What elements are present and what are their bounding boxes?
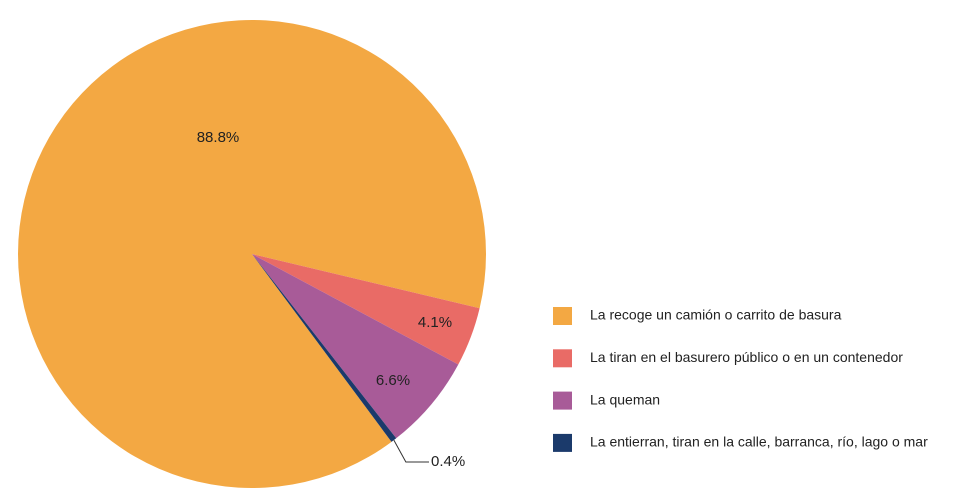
- legend-label: La entierran, tiran en la calle, barranc…: [590, 434, 928, 450]
- data-label: 88.8%: [197, 129, 240, 146]
- legend-label: La recoge un camión o carrito de basura: [590, 307, 842, 323]
- legend-swatch: [553, 391, 572, 410]
- legend-swatch: [553, 307, 572, 325]
- pie-slice: [252, 254, 397, 442]
- pie-slice: [18, 20, 486, 488]
- legend-swatch: [553, 349, 572, 368]
- data-label: 6.6%: [376, 372, 410, 389]
- pie-slice: [252, 254, 480, 365]
- legend-label: La queman: [590, 391, 660, 407]
- pie-slice: [252, 254, 459, 439]
- legend-label: La tiran en el basurero público o en un …: [590, 349, 903, 365]
- data-label: 4.1%: [418, 314, 452, 331]
- data-label: 0.4%: [431, 453, 465, 470]
- leader-line: [393, 439, 429, 463]
- legend-swatch: [553, 433, 572, 452]
